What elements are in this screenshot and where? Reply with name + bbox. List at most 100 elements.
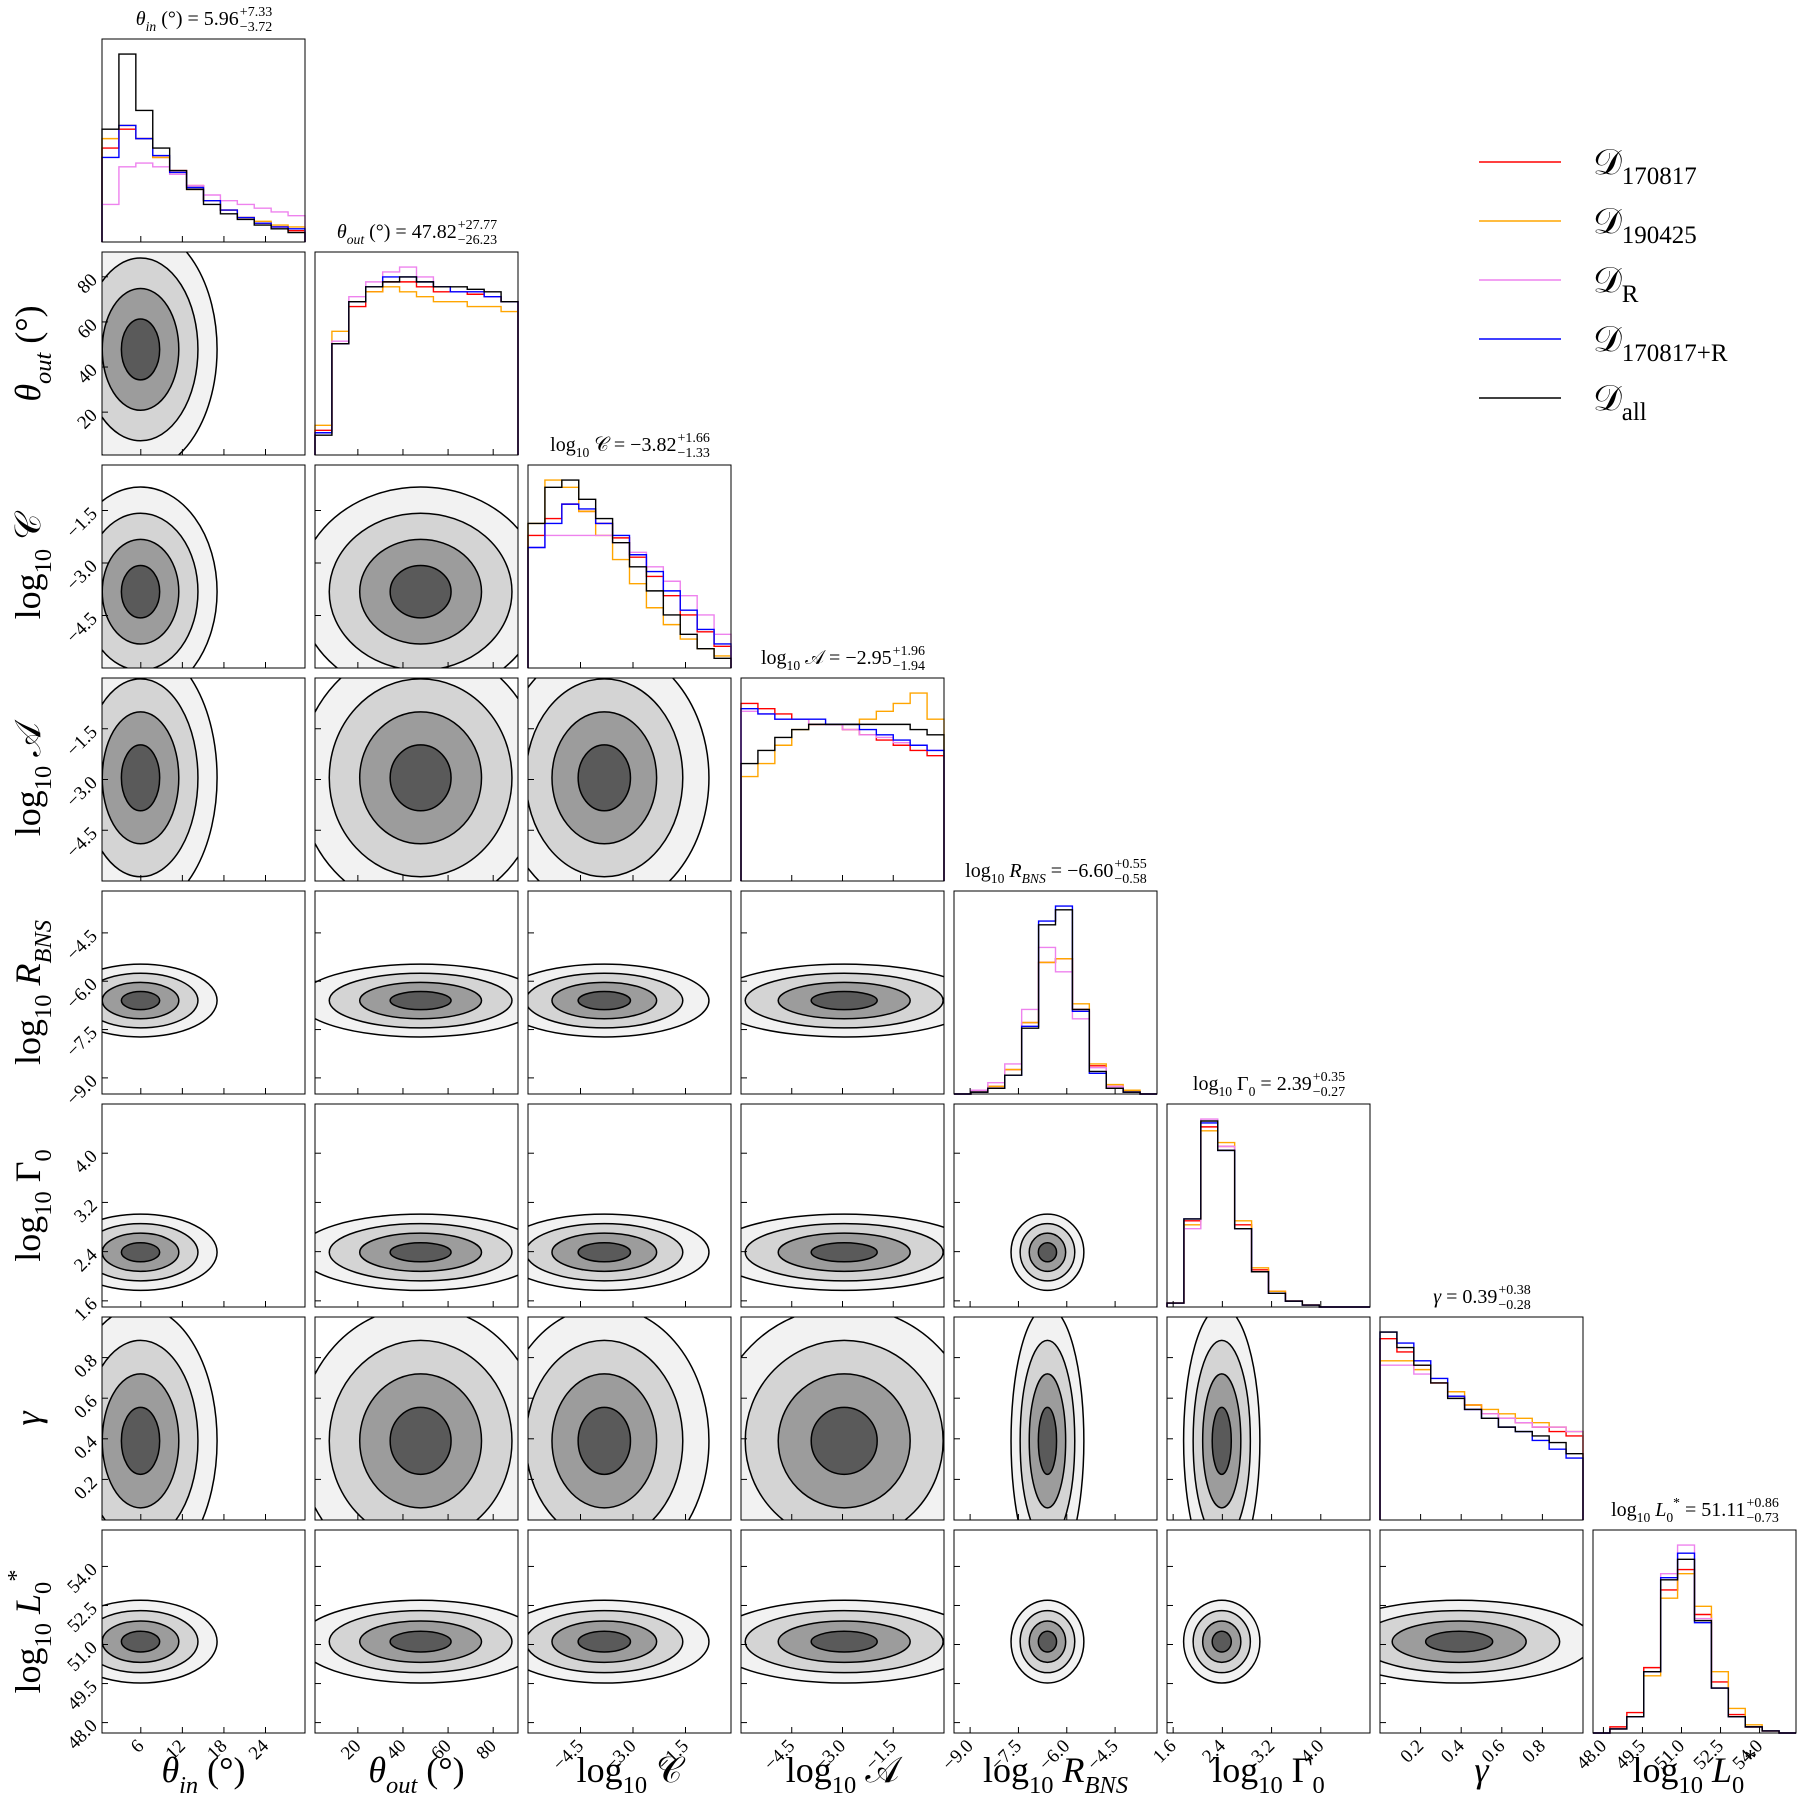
x-tick-label: −4.5 <box>1083 1736 1122 1775</box>
label-part: θ <box>368 1750 386 1790</box>
histogram <box>101 124 306 242</box>
panel-frame <box>1166 1316 1371 1521</box>
contour <box>810 1406 878 1476</box>
histogram <box>740 723 945 881</box>
contour <box>1037 1241 1058 1263</box>
label-part: log <box>983 1750 1029 1790</box>
y-axis-label: log10 Γ0 <box>8 1149 57 1262</box>
panel-frame <box>527 1529 732 1734</box>
y-tick-label: 0.8 <box>70 1351 102 1383</box>
y-tick-label: 20 <box>73 405 101 433</box>
contours <box>1010 1599 1085 1684</box>
panel-frame <box>1166 1103 1371 1308</box>
label-part: θ <box>8 384 48 402</box>
y-tick-label: 3.2 <box>70 1195 102 1227</box>
histogram <box>527 503 732 668</box>
histogram <box>954 905 1157 1095</box>
x-tick-label: 1.6 <box>1149 1736 1181 1768</box>
y-tick-label: 1.6 <box>70 1294 102 1326</box>
error-minus: −1.94 <box>893 659 925 674</box>
panel-frame <box>101 1103 306 1308</box>
histogram <box>740 708 945 881</box>
y-tick-label: 0.6 <box>70 1391 102 1423</box>
error-plus: +1.66 <box>677 431 709 446</box>
label-part: Γ <box>1232 1073 1249 1095</box>
contour <box>120 1630 161 1653</box>
panel-frame <box>1379 1316 1584 1521</box>
contours <box>1182 1599 1261 1684</box>
contour <box>1037 1630 1058 1653</box>
panel-frame <box>740 1316 945 1521</box>
label-part: γ <box>1474 1750 1489 1790</box>
label-part: 0 <box>30 1149 57 1161</box>
label-part: 10 <box>1637 1510 1651 1525</box>
error-plus: +0.38 <box>1498 1283 1530 1298</box>
label-part: in <box>146 19 157 34</box>
panel-frame <box>101 1529 306 1734</box>
label-part: out <box>386 1772 418 1799</box>
x-axis-label: θout (°) <box>368 1750 464 1799</box>
panel-frame <box>1166 1529 1371 1734</box>
label-part: θ <box>337 221 347 243</box>
contour <box>1211 1406 1233 1476</box>
median: 51.11 <box>1696 1499 1745 1521</box>
y-tick-label: 60 <box>73 315 101 343</box>
x-tick-label: 0.4 <box>1437 1735 1469 1767</box>
panel-frame <box>953 1316 1158 1521</box>
panel-title: θin (°) = 5.96 <box>136 8 239 34</box>
histogram <box>954 909 1157 1095</box>
x-axis-label: log10 L0* <box>1633 1745 1757 1799</box>
label-part: (°) <box>156 8 182 30</box>
y-tick-label: −7.5 <box>63 1022 102 1061</box>
equals: = <box>1255 1073 1271 1095</box>
label-part: R <box>1004 860 1021 882</box>
y-tick-label: 48.0 <box>63 1716 101 1754</box>
label-part: log <box>1212 1750 1258 1790</box>
histogram <box>314 276 519 455</box>
panel-frame <box>527 677 732 882</box>
histogram <box>954 946 1157 1095</box>
equals: = <box>609 434 625 456</box>
median: −6.60 <box>1062 860 1113 882</box>
label-part: Γ <box>1283 1750 1313 1790</box>
label-part: log <box>1611 1499 1637 1521</box>
label-part: R <box>8 964 48 995</box>
label-part: * <box>1744 1745 1756 1772</box>
y-tick-label: 49.5 <box>63 1676 101 1714</box>
label-part: log <box>786 1750 832 1790</box>
histogram <box>314 286 519 455</box>
panel-title: θout (°) = 47.82 <box>337 221 457 247</box>
panel-title: log10 Γ0 = 2.39 <box>1193 1073 1312 1099</box>
error-plus: +0.35 <box>1313 1070 1345 1085</box>
legend-sub: R <box>1622 281 1639 308</box>
median: −3.82 <box>625 434 676 456</box>
panel-frame <box>740 677 945 882</box>
panel-frame <box>953 1103 1158 1308</box>
label-part: 10 <box>1258 1772 1282 1799</box>
panel-frame <box>740 1529 945 1734</box>
panel-frame <box>527 890 732 1095</box>
contours <box>741 1317 944 1520</box>
label-part: in <box>179 1772 198 1799</box>
label-part: 10 <box>787 658 801 673</box>
contours <box>315 486 518 668</box>
legend-symbol: 𝒟 <box>1593 201 1622 241</box>
x-axis-label: log10 RBNS <box>983 1750 1128 1799</box>
panel-frame <box>740 1103 945 1308</box>
y-tick-label: −6.0 <box>63 974 102 1013</box>
label-part: L <box>1650 1499 1666 1521</box>
equals: = <box>183 8 199 30</box>
contour <box>810 990 878 1011</box>
label-part: log <box>8 1019 48 1065</box>
label-part: 𝒜 <box>800 647 826 669</box>
x-axis-label: log10 𝒜 <box>786 1750 903 1799</box>
y-tick-label: −4.5 <box>63 823 102 862</box>
label-part: * <box>3 1570 30 1582</box>
label-part: 10 <box>30 766 57 790</box>
histogram <box>101 53 306 242</box>
error-plus: +1.96 <box>893 644 925 659</box>
x-axis-label: θin (°) <box>161 1750 245 1799</box>
panel-frame <box>740 890 945 1095</box>
y-tick-label: 4.0 <box>70 1146 102 1178</box>
label-part: 10 <box>1218 1084 1232 1099</box>
